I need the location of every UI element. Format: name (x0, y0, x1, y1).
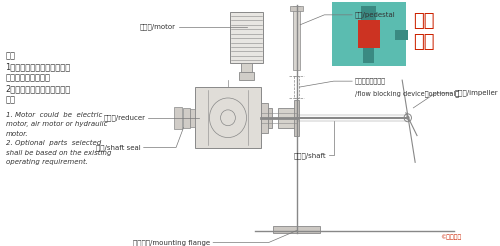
Text: 搅拌桨/impeller: 搅拌桨/impeller (455, 90, 498, 96)
Text: 减速
装置: 减速 装置 (414, 12, 435, 51)
Bar (332, 2, 406, 66)
Circle shape (406, 116, 409, 120)
Text: 1. Motor  could  be  electric: 1. Motor could be electric (6, 112, 102, 118)
Text: motor.: motor. (6, 131, 28, 137)
Text: shall be based on the existing: shall be based on the existing (6, 149, 111, 155)
Text: 原动机/motor: 原动机/motor (140, 23, 176, 30)
Text: 2. Optional  parts  selected: 2. Optional parts selected (6, 140, 101, 146)
Bar (362, 6, 376, 20)
Bar (230, 12, 263, 63)
Bar (274, 226, 320, 232)
Text: ©御匠智能: ©御匠智能 (440, 234, 462, 240)
Bar (294, 76, 300, 98)
Text: 安装底板/mounting flange: 安装底板/mounting flange (133, 239, 210, 246)
Bar (262, 103, 268, 133)
Bar (395, 30, 407, 40)
Text: 1、原动机可以是电动机、气: 1、原动机可以是电动机、气 (6, 62, 71, 71)
Bar (364, 47, 374, 63)
Bar (239, 72, 254, 80)
Bar (268, 108, 272, 128)
Text: 减速器/reducer: 减速器/reducer (104, 114, 146, 121)
Text: 动马达或液压马达。: 动马达或液压马达。 (6, 73, 51, 82)
Bar (182, 108, 190, 128)
Text: 堵流器（选配件）: 堵流器（选配件） (355, 78, 386, 84)
Text: 注：: 注： (6, 51, 16, 61)
Bar (174, 107, 182, 129)
Bar (190, 109, 194, 127)
Text: operating requirement.: operating requirement. (6, 159, 87, 165)
Bar (194, 87, 262, 148)
Text: motor, air motor or hydraulic: motor, air motor or hydraulic (6, 121, 107, 127)
Text: 搅拌轴/shaft: 搅拌轴/shaft (294, 152, 326, 159)
Text: 选。: 选。 (6, 95, 16, 104)
Bar (278, 108, 294, 128)
Bar (358, 20, 380, 47)
Bar (241, 63, 252, 72)
Bar (290, 6, 303, 11)
Text: 机架/pedestal: 机架/pedestal (355, 12, 396, 18)
Bar (293, 6, 300, 70)
Text: 轴封/shaft seal: 轴封/shaft seal (96, 144, 141, 151)
Bar (294, 100, 300, 136)
Text: 2、选配件按实际使用需要配: 2、选配件按实际使用需要配 (6, 84, 71, 93)
Text: /flow blocking device（optional）: /flow blocking device（optional） (355, 90, 459, 97)
